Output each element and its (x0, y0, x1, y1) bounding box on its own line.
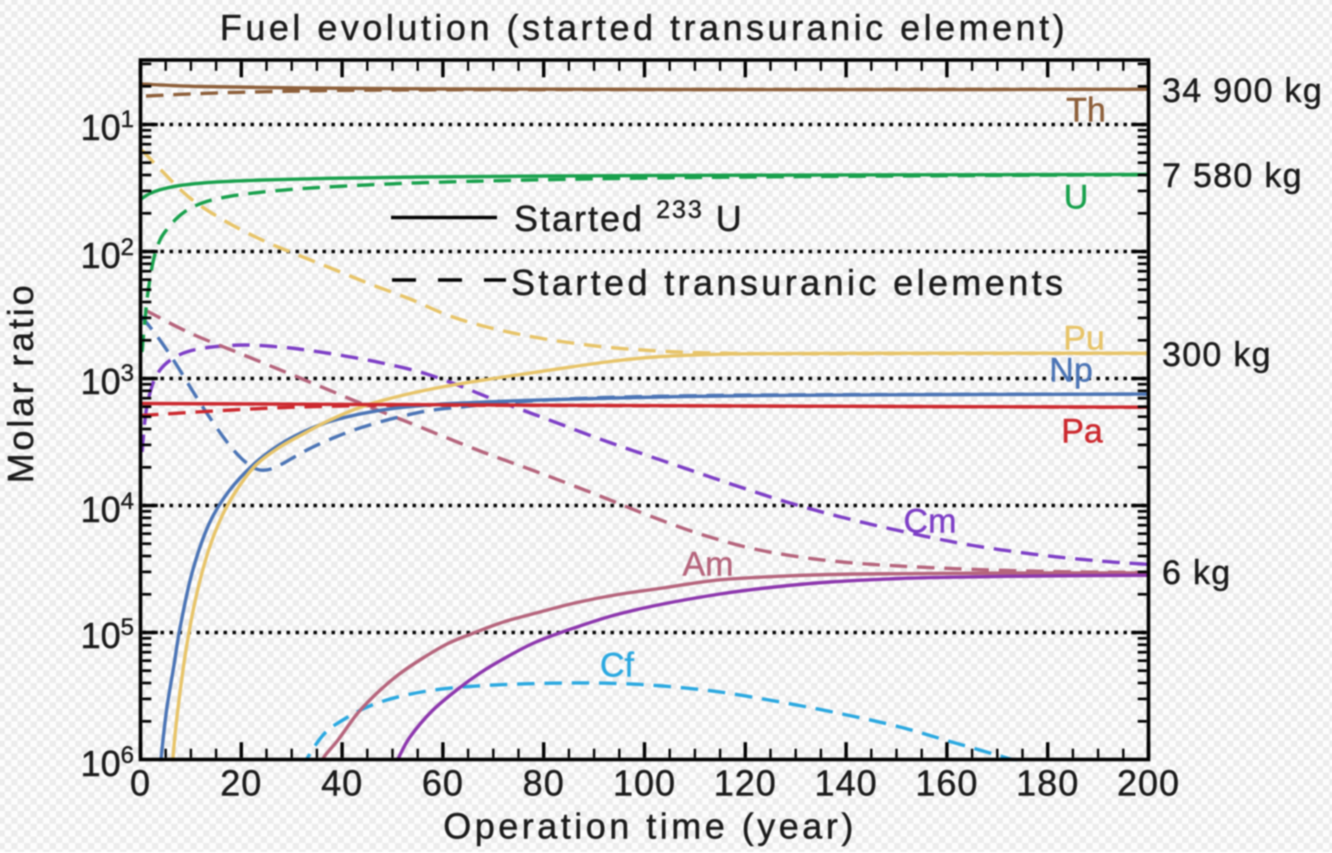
svg-text:140: 140 (815, 763, 878, 804)
svg-text:Am: Am (683, 546, 734, 584)
svg-text:40: 40 (321, 763, 363, 804)
svg-text:100: 100 (613, 763, 676, 804)
svg-text:0: 0 (130, 763, 151, 804)
svg-text:Pu: Pu (1063, 320, 1105, 358)
svg-text:300 kg: 300 kg (1162, 336, 1272, 374)
svg-text:120: 120 (714, 763, 777, 804)
svg-text:60: 60 (422, 763, 464, 804)
svg-text:Np: Np (1049, 352, 1092, 390)
svg-text:6 kg: 6 kg (1162, 554, 1231, 592)
svg-text:106: 106 (81, 742, 134, 784)
svg-text:Started transuranic elements: Started transuranic elements (511, 262, 1066, 303)
svg-text:Cf: Cf (600, 647, 635, 685)
svg-text:80: 80 (523, 763, 565, 804)
svg-text:200: 200 (1117, 763, 1180, 804)
svg-text:102: 102 (81, 234, 134, 276)
svg-text:Cm: Cm (904, 503, 957, 541)
svg-text:Pa: Pa (1061, 413, 1103, 451)
svg-text:Started 233 U: Started 233 U (514, 196, 744, 239)
svg-text:20: 20 (220, 763, 262, 804)
svg-text:105: 105 (81, 614, 134, 656)
svg-text:103: 103 (81, 360, 134, 402)
svg-text:Th: Th (1066, 92, 1106, 130)
svg-text:7 580 kg: 7 580 kg (1162, 157, 1303, 195)
svg-text:Fuel evolution (started transu: Fuel evolution (started transuranic elem… (220, 7, 1068, 48)
svg-text:180: 180 (1016, 763, 1079, 804)
svg-text:160: 160 (915, 763, 978, 804)
svg-text:Molar ratio: Molar ratio (0, 283, 41, 484)
svg-text:101: 101 (81, 106, 134, 148)
svg-text:Operation time (year): Operation time (year) (443, 806, 857, 847)
svg-text:U: U (1064, 179, 1089, 217)
svg-text:104: 104 (81, 488, 134, 530)
svg-text:34 900 kg: 34 900 kg (1162, 72, 1323, 110)
